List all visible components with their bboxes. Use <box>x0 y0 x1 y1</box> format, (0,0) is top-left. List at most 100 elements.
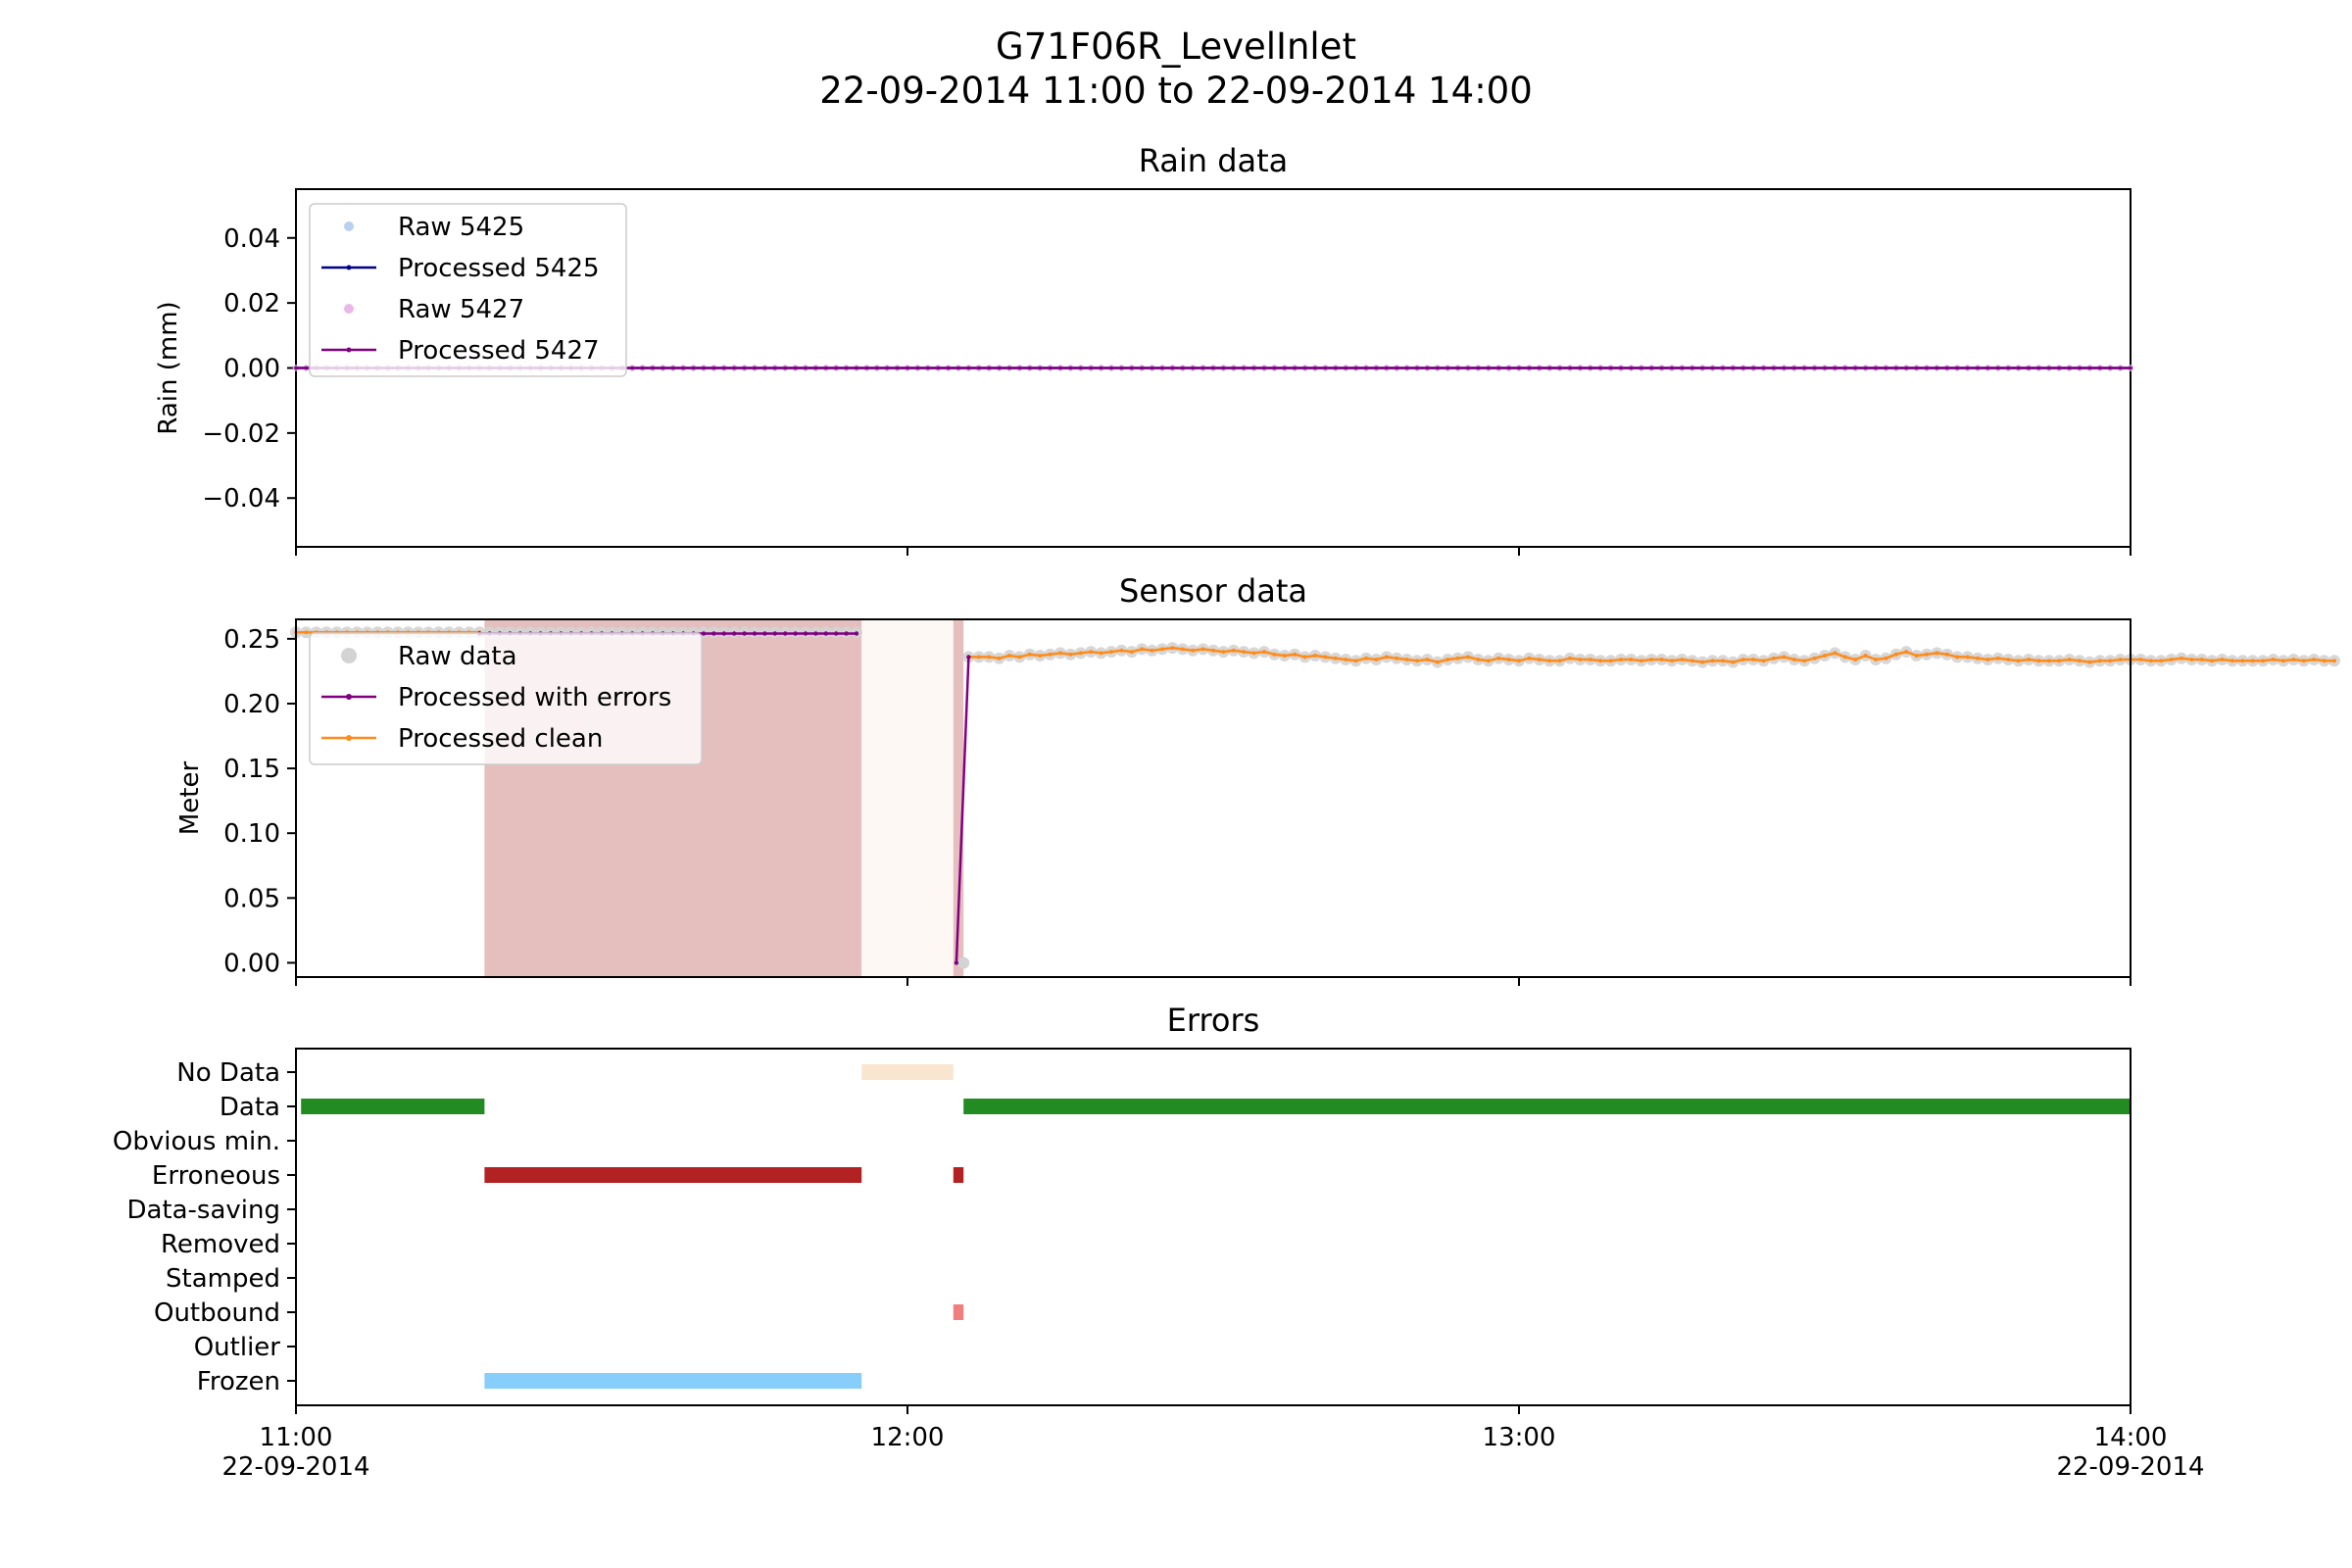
processed-5427-point <box>956 366 960 370</box>
processed-with-errors-point <box>803 631 808 636</box>
x-tick-time-label: 11:00 <box>260 1423 333 1452</box>
processed-5427-point <box>1598 366 1602 370</box>
processed-clean-point <box>2118 658 2123 662</box>
processed-5427-point <box>1945 366 1949 370</box>
processed-5427-point <box>1802 366 1806 370</box>
processed-clean-point <box>1200 647 1205 652</box>
processed-clean-point <box>2250 659 2255 663</box>
x-tick-time-label: 12:00 <box>871 1423 945 1452</box>
processed-clean-point <box>1608 659 1613 663</box>
processed-5427-point <box>875 366 879 370</box>
processed-5427-point <box>722 366 726 370</box>
processed-clean-point <box>2159 659 2164 663</box>
processed-5427-point <box>1293 366 1297 370</box>
processed-5427-point <box>2118 366 2123 370</box>
processed-5427-point <box>793 366 798 370</box>
sensor-panel-ytick-label: 0.15 <box>223 755 280 784</box>
processed-clean-point <box>1557 659 1562 663</box>
processed-clean-point <box>2332 659 2336 663</box>
processed-5427-point <box>1589 366 1592 370</box>
processed-5427-point <box>1578 366 1583 370</box>
processed-5427-point <box>844 366 849 370</box>
processed-5427-point <box>1353 366 1358 370</box>
processed-clean-point <box>1649 658 1654 662</box>
processed-5427-point <box>1721 366 1725 370</box>
processed-clean-point <box>1251 651 1256 656</box>
processed-clean-point <box>2067 658 2072 662</box>
legend-marker <box>346 265 352 270</box>
processed-clean-point <box>1150 648 1154 653</box>
processed-5427-point <box>2016 366 2021 370</box>
legend-label: Raw 5425 <box>398 213 524 242</box>
processed-5427-point <box>885 366 889 370</box>
processed-clean-point <box>1874 658 1878 662</box>
legend-marker <box>346 347 352 353</box>
processed-clean-point <box>1344 658 1348 662</box>
processed-clean-point <box>2057 659 2062 663</box>
processed-5427-point <box>926 366 930 370</box>
processed-clean-point <box>1180 647 1185 652</box>
processed-clean-point <box>1313 654 1317 658</box>
processed-clean-point <box>1751 658 1756 662</box>
sensor-panel-ytick-label: 0.00 <box>223 949 280 978</box>
processed-clean-point <box>2199 658 2204 662</box>
processed-with-errors-point <box>701 631 707 636</box>
errors-category-label: Erroneous <box>152 1161 280 1191</box>
processed-clean-point <box>1455 656 1460 661</box>
processed-clean-point <box>987 655 992 660</box>
processed-clean-point <box>1068 652 1073 657</box>
processed-clean-point <box>1670 659 1674 663</box>
processed-5427-point <box>1395 366 1398 370</box>
processed-5427-point <box>753 366 757 370</box>
processed-clean-point <box>2148 659 2153 663</box>
processed-5427-point <box>1425 366 1430 370</box>
processed-clean-point <box>2189 658 2194 662</box>
processed-5427-point <box>1007 366 1011 370</box>
processed-5427-point <box>1404 366 1409 370</box>
processed-clean-point <box>1506 658 1511 662</box>
processed-clean-point <box>1353 659 1358 663</box>
processed-clean-point <box>1302 655 1307 660</box>
legend-label: Processed with errors <box>398 683 671 712</box>
processed-5427-point <box>1028 366 1032 370</box>
processed-clean-point <box>1904 650 1909 655</box>
legend-box <box>309 632 703 765</box>
processed-5427-point <box>1792 366 1796 370</box>
processed-5427-point <box>2087 366 2092 370</box>
processed-clean-point <box>2016 659 2021 663</box>
processed-5427-point <box>1608 366 1613 370</box>
error-bar-data <box>963 1099 2132 1114</box>
error-bar-erroneous <box>484 1167 862 1183</box>
processed-5427-point <box>834 366 838 370</box>
sensor-panel-ytick-label: 0.05 <box>223 884 280 913</box>
processed-5427-point <box>1385 366 1389 370</box>
processed-5427-point <box>1833 366 1838 370</box>
processed-5427-point <box>1527 366 1532 370</box>
processed-clean-point <box>1721 659 1725 663</box>
processed-5427-point <box>691 366 696 370</box>
processed-with-errors-point <box>844 631 849 636</box>
processed-5427-point <box>1160 366 1164 370</box>
processed-clean-point <box>1710 659 1715 663</box>
processed-clean-point <box>1690 659 1694 663</box>
processed-clean-point <box>1211 648 1215 653</box>
processed-5427-point <box>1517 366 1521 370</box>
processed-5427-point <box>864 366 869 370</box>
processed-clean-point <box>2087 660 2092 664</box>
processed-5427-point <box>1557 366 1562 370</box>
processed-clean-point <box>1272 652 1277 657</box>
processed-5427-point <box>1272 366 1277 370</box>
processed-clean-point <box>1700 660 1705 664</box>
processed-5427-point <box>2067 366 2072 370</box>
processed-with-errors-point <box>783 631 788 636</box>
processed-clean-point <box>1170 646 1175 651</box>
processed-clean-point <box>1588 658 1592 662</box>
processed-clean-point <box>1242 650 1247 655</box>
processed-5427-point <box>1538 366 1542 370</box>
error-bar-data <box>301 1099 485 1114</box>
processed-5427-point <box>1200 366 1205 370</box>
processed-5427-point <box>1874 366 1878 370</box>
processed-with-errors-point <box>834 631 839 636</box>
processed-clean-point <box>1323 655 1328 660</box>
processed-with-errors-point <box>732 631 737 636</box>
